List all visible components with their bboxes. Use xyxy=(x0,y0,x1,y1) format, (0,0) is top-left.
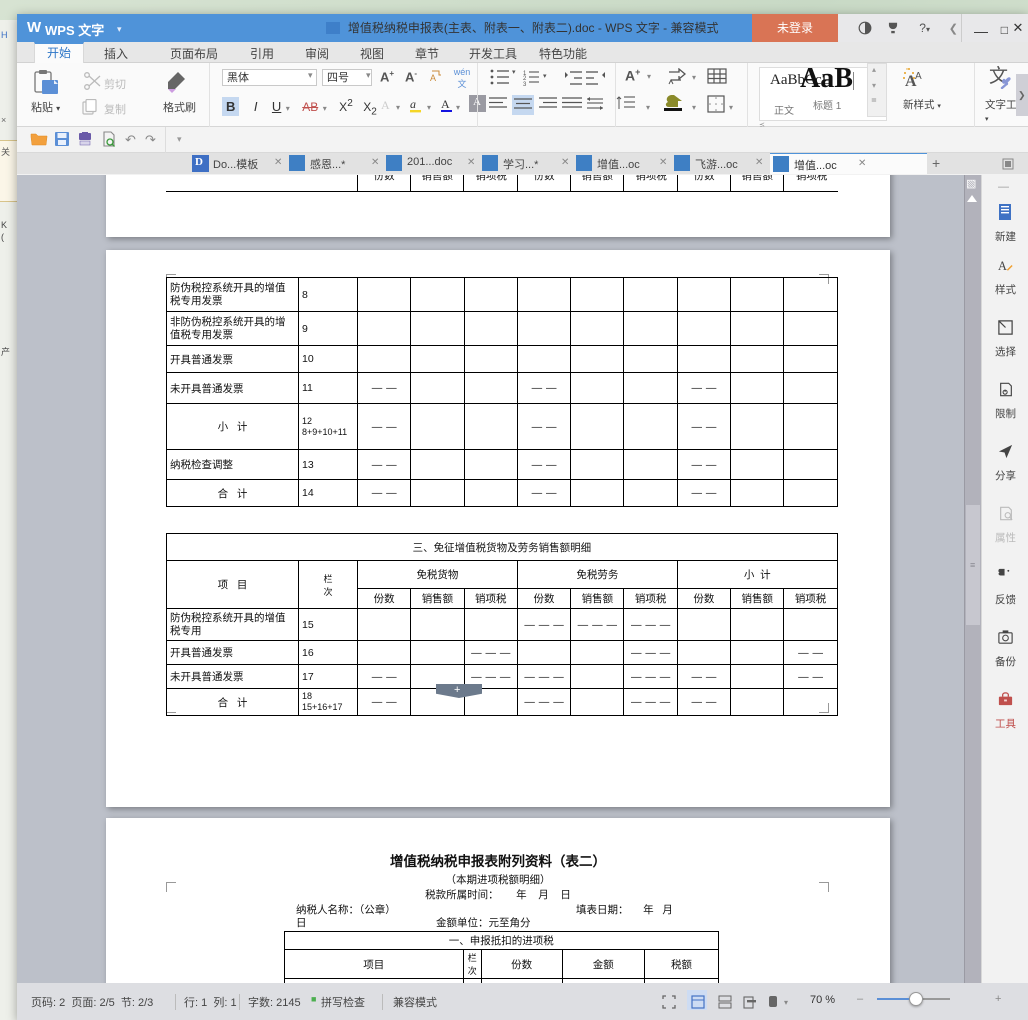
svg-text:3: 3 xyxy=(523,82,527,87)
svg-text:A: A xyxy=(998,259,1007,273)
svg-text:A: A xyxy=(430,73,436,83)
svg-text:▾: ▾ xyxy=(512,69,516,76)
svg-text:a: a xyxy=(410,97,416,111)
svg-text:A: A xyxy=(441,97,450,111)
svg-text:▾: ▾ xyxy=(543,73,547,80)
svg-text:A: A xyxy=(381,98,390,112)
svg-text:A: A xyxy=(915,71,922,82)
